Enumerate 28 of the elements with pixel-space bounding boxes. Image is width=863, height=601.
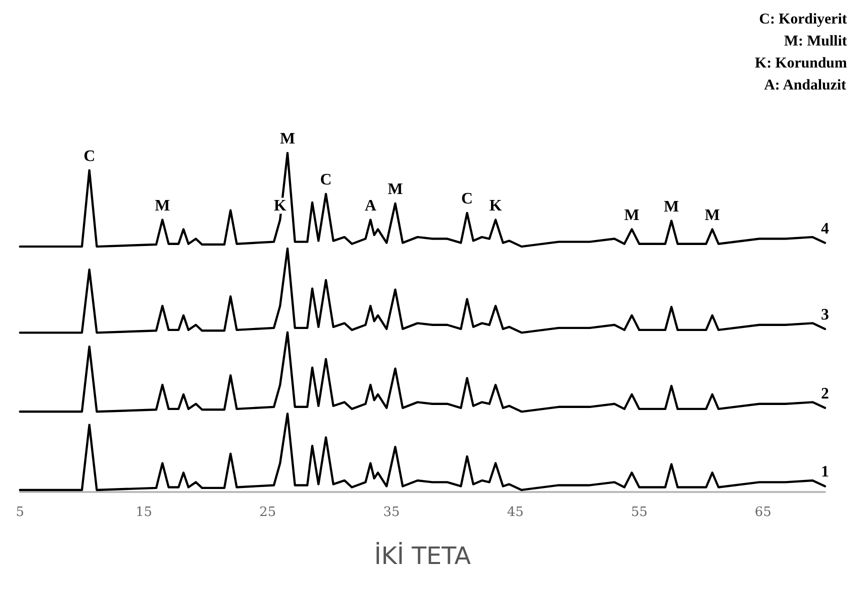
annotation: M: [664, 198, 679, 216]
annotation: M: [704, 206, 720, 224]
annotation: C: [84, 148, 96, 165]
text: M: Mullit: [784, 34, 848, 50]
x-tick-label: 55: [630, 505, 648, 520]
series-label: 4: [821, 220, 829, 238]
annotation: A: [364, 197, 377, 214]
annotation: M: [388, 181, 403, 198]
x-axis-title: İKİ TETA: [374, 542, 472, 570]
text: K: Korundum: [754, 56, 848, 72]
x-tick-label: 15: [136, 505, 152, 520]
annotation: C: [461, 190, 473, 208]
annotation: K: [489, 197, 502, 214]
text: A: Andaluzit: [764, 78, 846, 94]
text: C: Kordiyerit: [759, 12, 848, 28]
annotation: K: [274, 197, 287, 214]
series-label: 3: [821, 306, 829, 324]
series-label: 1: [821, 464, 829, 481]
x-tick-label: 5: [16, 505, 24, 520]
x-tick-label: 45: [507, 505, 524, 520]
annotation: M: [154, 197, 170, 214]
annotation: C: [320, 172, 332, 189]
x-tick-label: 35: [383, 505, 400, 520]
x-tick-label: 65: [754, 505, 772, 520]
x-tick-label: 25: [259, 505, 276, 520]
annotation: M: [624, 206, 640, 224]
annotation: M: [280, 130, 296, 148]
series-label: 2: [821, 385, 829, 402]
